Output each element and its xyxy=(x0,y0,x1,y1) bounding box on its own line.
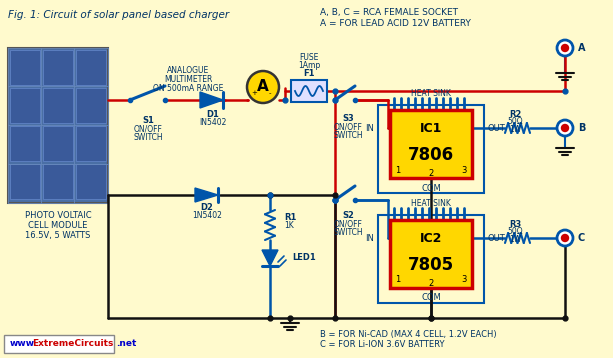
Bar xyxy=(10,50,40,85)
Text: SWITCH: SWITCH xyxy=(333,227,363,237)
Text: PHOTO VOLTAIC: PHOTO VOLTAIC xyxy=(25,211,91,220)
Text: ANALOGUE: ANALOGUE xyxy=(167,66,209,74)
Circle shape xyxy=(562,44,568,52)
Text: D1: D1 xyxy=(207,110,219,118)
Text: SWITCH: SWITCH xyxy=(333,131,363,140)
Text: IN: IN xyxy=(365,233,374,242)
Bar xyxy=(378,215,484,303)
Text: COM: COM xyxy=(421,294,441,303)
Text: MULTIMETER: MULTIMETER xyxy=(164,74,212,83)
Text: 50Ω: 50Ω xyxy=(507,227,523,236)
Text: LED1: LED1 xyxy=(292,253,316,262)
Circle shape xyxy=(557,230,573,246)
Text: A, B, C = RCA FEMALE SOCKET: A, B, C = RCA FEMALE SOCKET xyxy=(320,8,458,17)
Text: ExtremeCircuits: ExtremeCircuits xyxy=(32,339,113,348)
Text: 1W: 1W xyxy=(509,234,521,243)
Text: 1: 1 xyxy=(395,165,401,174)
Text: Fig. 1: Circuit of solar panel based charger: Fig. 1: Circuit of solar panel based cha… xyxy=(8,10,229,20)
Text: 3: 3 xyxy=(462,165,466,174)
Circle shape xyxy=(562,125,568,131)
Polygon shape xyxy=(195,188,218,202)
Text: 3: 3 xyxy=(462,276,466,285)
Text: F1: F1 xyxy=(303,68,314,77)
Text: -: - xyxy=(268,90,271,96)
Bar xyxy=(8,48,108,203)
Polygon shape xyxy=(262,250,278,266)
Circle shape xyxy=(562,234,568,242)
Circle shape xyxy=(557,120,573,136)
Text: 1Amp: 1Amp xyxy=(298,61,320,69)
Text: HEAT SINK: HEAT SINK xyxy=(411,88,451,97)
Text: R1: R1 xyxy=(284,213,296,222)
Text: A: A xyxy=(578,43,585,53)
Text: ON/OFF: ON/OFF xyxy=(333,219,362,228)
Text: IC1: IC1 xyxy=(420,121,442,135)
Text: SWITCH: SWITCH xyxy=(133,132,163,141)
Text: COM: COM xyxy=(421,184,441,193)
Bar xyxy=(76,126,106,161)
Text: 16.5V, 5 WATTS: 16.5V, 5 WATTS xyxy=(25,231,91,240)
Text: A = FOR LEAD ACID 12V BATTERY: A = FOR LEAD ACID 12V BATTERY xyxy=(320,19,471,28)
Text: B = FOR Ni-CAD (MAX 4 CELL, 1.2V EACH): B = FOR Ni-CAD (MAX 4 CELL, 1.2V EACH) xyxy=(320,330,497,339)
Bar xyxy=(10,126,40,161)
Bar xyxy=(10,88,40,123)
Bar xyxy=(10,164,40,199)
Text: 1W: 1W xyxy=(509,125,521,134)
Text: FUSE: FUSE xyxy=(299,53,319,62)
Text: 7806: 7806 xyxy=(408,146,454,164)
Text: C = FOR Li-ION 3.6V BATTERY: C = FOR Li-ION 3.6V BATTERY xyxy=(320,340,444,349)
Text: R2: R2 xyxy=(509,110,521,118)
Text: S3: S3 xyxy=(342,113,354,122)
Text: B: B xyxy=(578,123,585,133)
Bar xyxy=(43,88,73,123)
Text: IN5402: IN5402 xyxy=(199,117,227,126)
Bar xyxy=(390,110,472,178)
Bar xyxy=(76,50,106,85)
Text: CELL MODULE: CELL MODULE xyxy=(28,221,88,230)
Text: 2: 2 xyxy=(428,169,433,178)
Polygon shape xyxy=(200,92,223,108)
Bar xyxy=(76,88,106,123)
Bar xyxy=(390,220,472,288)
Text: OUT: OUT xyxy=(488,124,506,132)
Bar xyxy=(43,126,73,161)
Circle shape xyxy=(247,71,279,103)
Text: .net: .net xyxy=(116,339,136,348)
Text: 7805: 7805 xyxy=(408,256,454,274)
Text: IN: IN xyxy=(365,124,374,132)
Bar xyxy=(291,80,327,102)
Text: 1: 1 xyxy=(395,276,401,285)
Text: C: C xyxy=(578,233,585,243)
Bar xyxy=(43,50,73,85)
Circle shape xyxy=(557,40,573,56)
Bar xyxy=(4,335,114,353)
Text: D2: D2 xyxy=(200,203,213,212)
Text: +: + xyxy=(251,90,257,96)
Text: www.: www. xyxy=(10,339,38,348)
Bar xyxy=(43,164,73,199)
Text: A: A xyxy=(257,78,269,93)
Text: ON/OFF: ON/OFF xyxy=(333,122,362,131)
Text: ON 500mA RANGE: ON 500mA RANGE xyxy=(153,83,223,92)
Text: 2: 2 xyxy=(428,279,433,287)
Text: S1: S1 xyxy=(142,116,154,125)
Text: S2: S2 xyxy=(342,211,354,219)
Text: R3: R3 xyxy=(509,219,521,228)
Bar xyxy=(76,164,106,199)
Bar xyxy=(378,105,484,193)
Text: 1N5402: 1N5402 xyxy=(192,211,222,219)
Text: OUT: OUT xyxy=(488,233,506,242)
Text: 50Ω: 50Ω xyxy=(507,116,523,126)
Text: ON/OFF: ON/OFF xyxy=(134,125,162,134)
Text: 1K: 1K xyxy=(284,221,294,229)
Text: HEAT SINK: HEAT SINK xyxy=(411,198,451,208)
Text: IC2: IC2 xyxy=(420,232,442,245)
